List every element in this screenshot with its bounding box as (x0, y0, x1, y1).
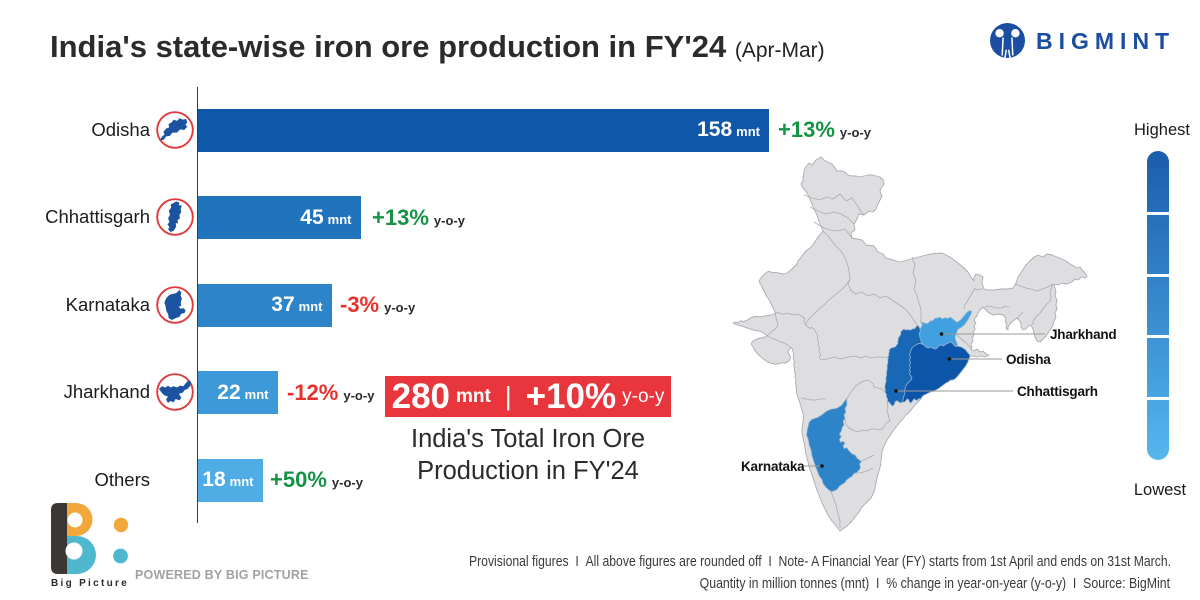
svg-text:Big Picture: Big Picture (51, 578, 129, 589)
